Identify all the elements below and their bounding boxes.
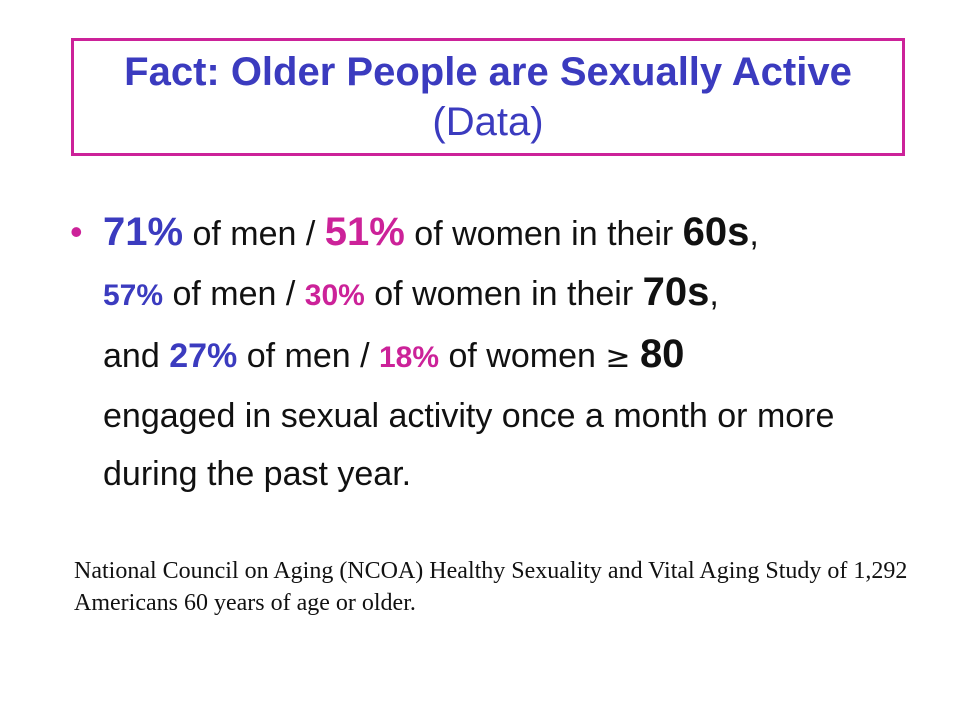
comma-1: , <box>749 215 759 253</box>
text-of-women-3: of women <box>439 337 606 375</box>
text-of-men-1: of men / <box>183 215 325 253</box>
source-citation: National Council on Aging (NCOA) Healthy… <box>74 558 908 616</box>
text-of-men-2: of men / <box>163 275 305 313</box>
age-60s: 60s <box>682 210 750 254</box>
pct-men-80: 27% <box>169 337 238 375</box>
text-of-men-3: of men / <box>237 337 379 375</box>
text-of-women-1: of women in their <box>404 215 683 253</box>
pct-men-70s: 57% <box>103 279 164 312</box>
comma-2: , <box>709 275 719 313</box>
pct-women-70s: 30% <box>304 279 365 312</box>
bullet-item: • 71% of men / 51% of women in their 60s… <box>70 203 930 503</box>
greater-equal-icon: ≥ <box>605 340 631 375</box>
title-main: Fact: Older People are Sexually Active <box>124 50 852 94</box>
title-suffix: (Data) <box>432 100 544 144</box>
pct-men-60s: 71% <box>103 210 184 254</box>
text-and: and <box>103 337 170 375</box>
text-of-women-2: of women in their <box>364 275 643 313</box>
text-rest: engaged in sexual activity once a month … <box>103 397 835 493</box>
pct-women-80: 18% <box>378 341 440 374</box>
bullet-text: 71% of men / 51% of women in their 60s, 5… <box>103 203 930 503</box>
bullet-dot-icon: • <box>70 211 83 252</box>
pct-women-60s: 51% <box>324 210 405 254</box>
age-80: 80 <box>639 332 685 376</box>
slide-title: Fact: Older People are Sexually Active (… <box>74 47 902 147</box>
title-frame: Fact: Older People are Sexually Active (… <box>71 38 905 156</box>
age-70s: 70s <box>642 270 710 314</box>
